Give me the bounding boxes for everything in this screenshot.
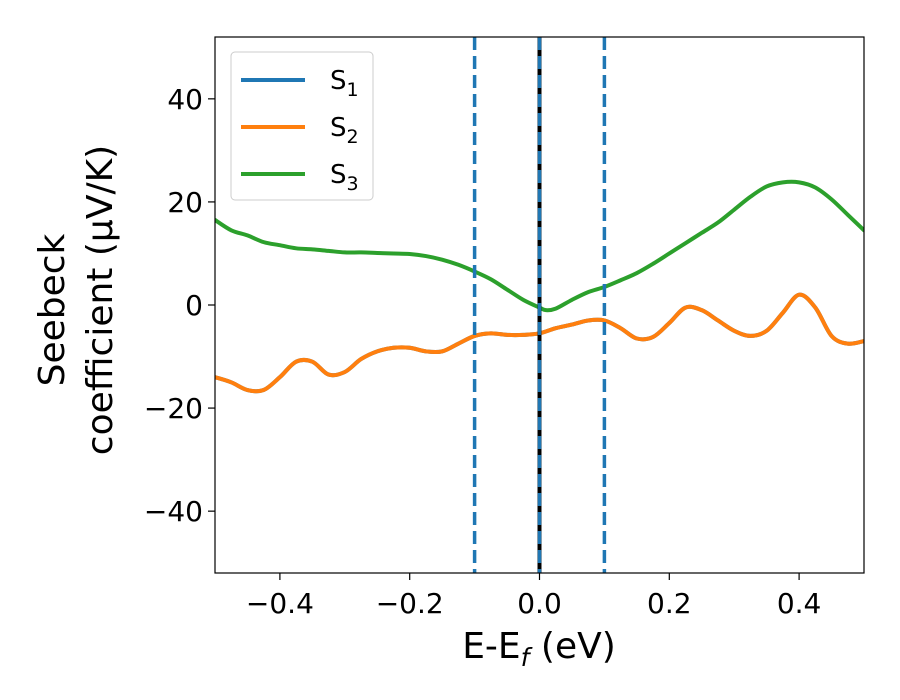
x-tick-label: −0.4 (246, 587, 314, 620)
x-tick-label: 0.4 (777, 587, 822, 620)
x-axis-ticks: −0.4 −0.2 0.0 0.2 0.4 (246, 573, 821, 620)
y-tick-label: −40 (144, 495, 203, 528)
legend-label-main: S (330, 160, 347, 190)
series-line-s3 (215, 179, 864, 313)
legend-label-subscript: 1 (347, 79, 359, 101)
y-axis-ticks: −40 −20 0 20 40 (144, 83, 215, 528)
x-axis-title: E-Ef (eV) (462, 626, 616, 672)
legend-label-subscript: 3 (347, 173, 359, 195)
y-axis-title-line2: coefficient (μV/K) (80, 145, 121, 455)
x-axis-title-main: E-E (462, 626, 520, 667)
x-tick-label: −0.2 (376, 587, 444, 620)
vline-layer (472, 37, 607, 573)
y-axis-title-line1: Seebeck (32, 233, 73, 386)
legend-label-s2: S2 (330, 113, 359, 148)
x-axis-title-unit: (eV) (529, 626, 615, 667)
legend-label-s3: S3 (330, 160, 359, 195)
y-tick-label: −20 (144, 392, 203, 425)
y-tick-label: 20 (167, 186, 203, 219)
y-tick-label: 40 (167, 83, 203, 116)
legend-label-s1: S1 (330, 66, 359, 101)
x-tick-label: 0.0 (517, 587, 562, 620)
legend-label-main: S (330, 66, 347, 96)
x-tick-label: 0.2 (647, 587, 692, 620)
y-tick-label: 0 (185, 289, 203, 322)
legend-label-main: S (330, 113, 347, 143)
legend-label-subscript: 2 (347, 126, 359, 148)
